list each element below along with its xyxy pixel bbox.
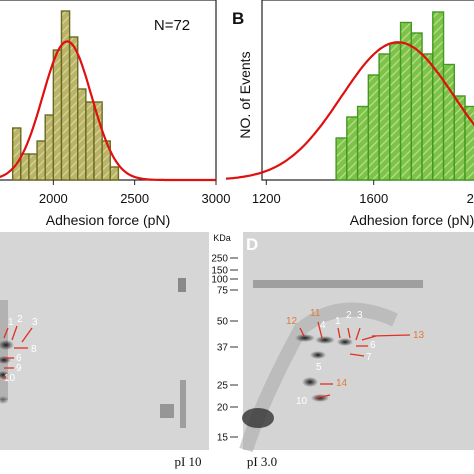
histogram-bar xyxy=(464,105,474,181)
panel-d: D 1 2 3 4 6 7 5 10 12 11 14 13 pI 3.0 xyxy=(239,232,474,469)
panel-d-spot-label-orange: 14 xyxy=(336,378,348,389)
mw-tick-label: 20 xyxy=(217,403,229,414)
histogram-bar xyxy=(356,105,370,181)
panel-b-letter: B xyxy=(232,9,244,28)
panel-d-spot-label: 4 xyxy=(320,320,326,331)
panel-d-spot xyxy=(310,351,326,359)
histogram-bar xyxy=(378,53,391,181)
panel-c-band-20 xyxy=(160,404,174,418)
mw-tick-label: 50 xyxy=(217,317,229,328)
panel-d-spot xyxy=(295,334,315,342)
histogram-bar xyxy=(20,153,30,181)
panel-c-spot-label: 2 xyxy=(17,314,23,325)
mw-tick-label: 100 xyxy=(211,275,228,286)
histogram-bar xyxy=(367,74,380,181)
histogram-bar xyxy=(60,10,71,181)
panel-c-left-smear xyxy=(0,300,8,400)
panel-d-spot-label: 7 xyxy=(366,352,372,363)
x-tick-label: 3000 xyxy=(202,191,231,206)
mw-tick-label: 15 xyxy=(217,433,229,444)
histogram-bar xyxy=(410,32,423,181)
panel-b-bars xyxy=(335,11,474,181)
panel-d-spot-label: 5 xyxy=(316,362,322,373)
panel-c-spot xyxy=(0,396,9,404)
panel-d-spot-label: 3 xyxy=(357,310,363,321)
histogram-bar xyxy=(28,153,38,181)
histogram-bar xyxy=(44,114,55,181)
histogram-bar xyxy=(93,101,103,181)
histogram-bar xyxy=(52,49,63,181)
histogram-bar xyxy=(85,101,95,181)
panel-d-arrows xyxy=(299,321,411,399)
mw-tick-label: 25 xyxy=(217,381,229,392)
panel-a-x-label: Adhesion force (pN) xyxy=(46,212,171,228)
mw-tick-label: 250 xyxy=(211,254,228,265)
mw-tick-label: 150 xyxy=(211,266,228,277)
panel-c-band-lower xyxy=(180,380,186,428)
panel-c-spot-label: 10 xyxy=(4,373,16,384)
panel-d-spot-label-orange: 13 xyxy=(413,330,425,341)
panel-d-spot-label: 6 xyxy=(370,340,376,351)
panel-a-n-label: N=72 xyxy=(154,17,190,34)
panel-d-spot xyxy=(315,336,335,344)
histogram-bar xyxy=(421,53,434,181)
x-tick-label: 2500 xyxy=(120,191,149,206)
histogram-bar xyxy=(11,127,22,181)
x-tick-label: 1600 xyxy=(359,191,388,206)
panel-c-spot-label: 6 xyxy=(16,353,22,364)
x-tick-label: 2000 xyxy=(39,191,68,206)
panel-c-spot xyxy=(0,371,9,379)
panel-b: B NO. of Events 1200 1600 2000 Adhesion fo… xyxy=(225,0,474,228)
mw-kda-label: KDa xyxy=(213,233,231,243)
panel-d-spot xyxy=(302,377,318,387)
panel-b-x-label: Adhesion force (pN) xyxy=(350,212,474,228)
mw-tick-label: 37 xyxy=(217,343,229,354)
histogram-bar xyxy=(389,42,402,181)
panel-d-spot-label-orange: 12 xyxy=(286,316,298,327)
x-tick-label: 1200 xyxy=(252,191,281,206)
panel-c-arrows xyxy=(2,325,33,379)
histogram-bar xyxy=(68,36,79,181)
panel-d-spot xyxy=(337,338,353,346)
panel-d-spot-label: 2 xyxy=(346,310,352,321)
panel-b-gaussian-fit xyxy=(225,41,474,180)
panel-d-dark-spot xyxy=(242,408,274,428)
panel-d-band-75 xyxy=(253,280,423,288)
panel-d-spot-label: 10 xyxy=(296,396,308,407)
panel-a-gaussian-fit xyxy=(0,40,216,182)
histogram-bar xyxy=(346,116,359,181)
x-tick-label: 2000 xyxy=(467,191,474,206)
histogram-bar xyxy=(335,137,348,181)
panel-d-spot-label-orange: 11 xyxy=(310,308,321,319)
panel-a-bars xyxy=(11,10,120,181)
histogram-bar xyxy=(36,140,46,181)
panel-d-gel xyxy=(243,232,474,450)
panel-b-y-label: NO. of Events xyxy=(237,51,253,138)
panel-c-band-upper xyxy=(178,278,186,292)
panel-c-gel xyxy=(0,232,209,450)
panel-d-spot-label: 1 xyxy=(335,316,341,327)
histogram-bar xyxy=(77,88,87,181)
panel-a-x-ticks: 1500200025003000 xyxy=(39,180,231,206)
panel-c-spot xyxy=(0,340,14,350)
panel-c-spot-label: 1 xyxy=(8,317,14,328)
panel-a: N=72 1500200025003000 Adhesion force (pN… xyxy=(0,0,230,228)
panel-c-spot-label: 8 xyxy=(31,344,37,355)
panel-c-spot-label: 3 xyxy=(32,317,38,328)
mw-tick-label: 75 xyxy=(217,286,229,297)
histogram-bar xyxy=(432,11,445,181)
panel-d-pi-label: pI 3.0 xyxy=(247,454,277,469)
panel-b-x-ticks: 1200 1600 2000 xyxy=(252,180,474,206)
panel-d-letter: D xyxy=(246,235,258,254)
panel-c-spot-label: 9 xyxy=(16,363,22,374)
panel-c-pi-label: pI 10 xyxy=(174,454,201,469)
histogram-bar xyxy=(109,166,120,181)
